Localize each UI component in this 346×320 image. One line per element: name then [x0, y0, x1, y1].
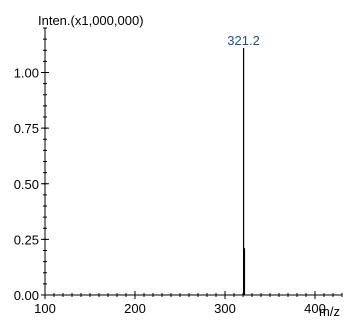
y-tick-label: 1.00 — [14, 66, 39, 81]
x-tick-label: 400 — [304, 301, 326, 316]
x-tick-label: 200 — [124, 301, 146, 316]
y-tick-label: 0.75 — [14, 121, 39, 136]
x-tick-label: 100 — [34, 301, 56, 316]
y-tick-label: 0.25 — [14, 232, 39, 247]
y-ticks: 0.00 0.25 0.50 0.75 1.00 — [14, 27, 49, 303]
peak-label: 321.2 — [227, 33, 260, 48]
x-ticks: 100 200 300 400 — [34, 291, 343, 316]
y-tick-label: 0.50 — [14, 177, 39, 192]
y-axis-label: Inten.(x1,000,000) — [38, 13, 144, 28]
y-tick-label: 0.00 — [14, 288, 39, 303]
peaks: 321.2 — [227, 33, 260, 295]
x-tick-label: 300 — [214, 301, 236, 316]
x-axis-label: m/z — [319, 304, 340, 319]
